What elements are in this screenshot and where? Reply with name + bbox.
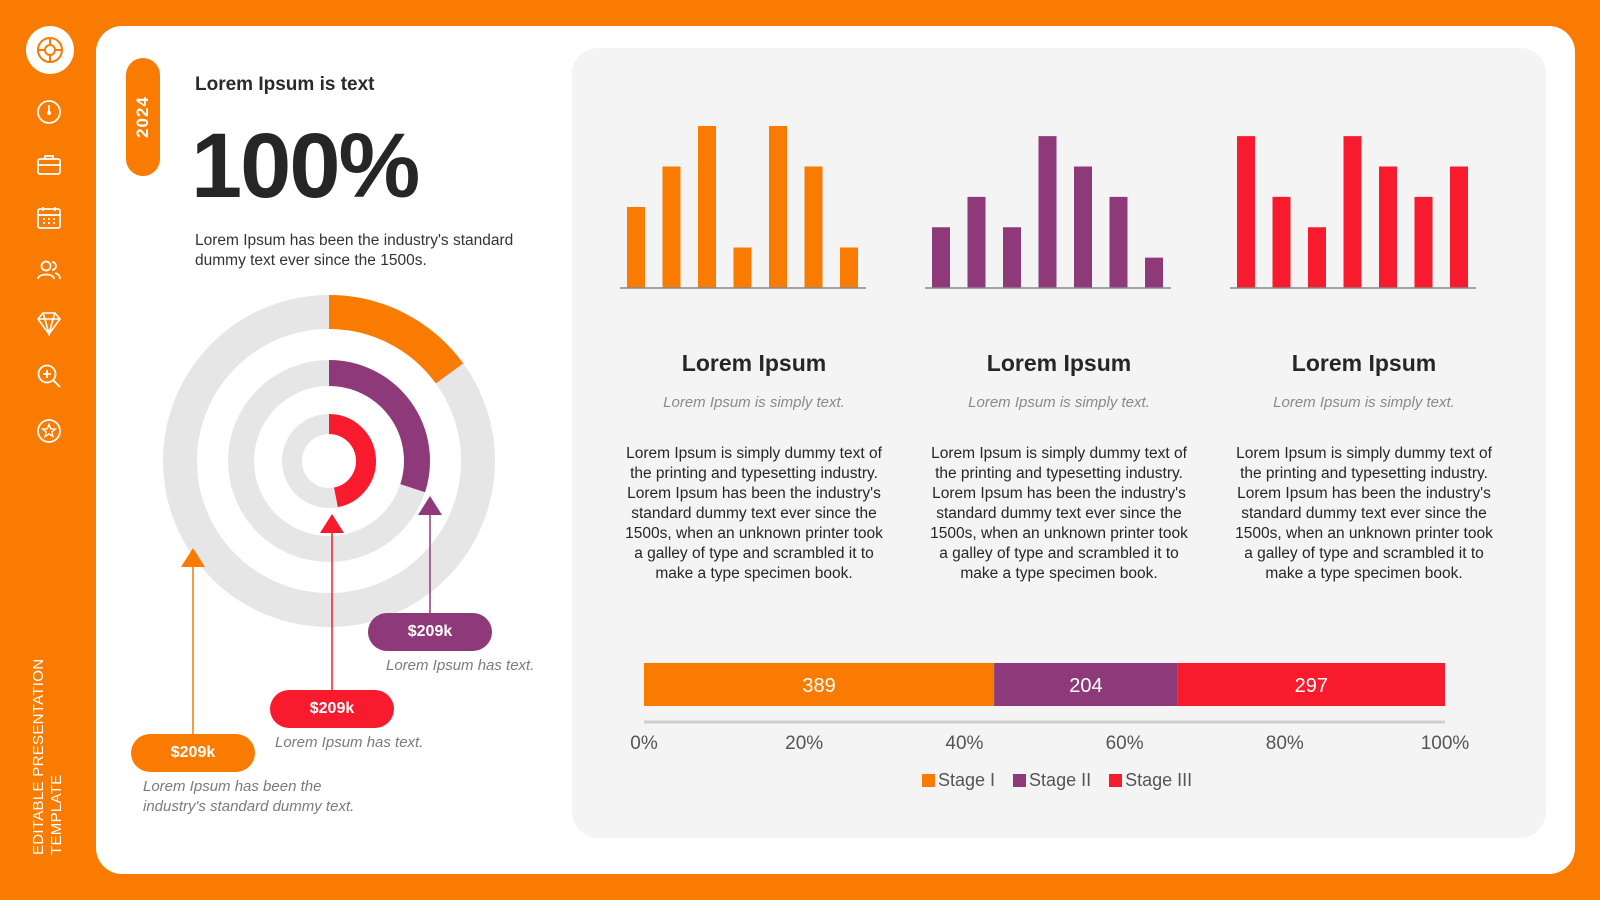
bar-Thu xyxy=(698,126,716,288)
content-card: 2024 Lorem Ipsum is text 100% Lorem Ipsu… xyxy=(96,26,1575,874)
column-body-2: Lorem Ipsum is simply dummy text of the … xyxy=(930,445,1188,582)
bar-F xyxy=(804,166,823,288)
bar-Sa xyxy=(1145,257,1163,288)
legend-label: Stage I xyxy=(938,770,996,790)
bar-Th xyxy=(1074,166,1092,288)
bar-chart-orange: SuMThuWThFSa xyxy=(620,126,866,289)
segment-label: 297 xyxy=(1295,675,1328,697)
bar-chart-red: SuMThuWThFSa xyxy=(1230,136,1476,289)
logo-gear-icon[interactable] xyxy=(26,26,74,74)
bar-Sa xyxy=(1450,166,1468,288)
segment-label: 204 xyxy=(1069,675,1102,697)
zoom-icon[interactable] xyxy=(36,363,62,389)
legend-label: Stage II xyxy=(1029,770,1092,790)
callout-value-orange: $209k xyxy=(131,734,255,772)
ring-arc-middle xyxy=(328,360,430,493)
tick-label: 40% xyxy=(945,733,983,753)
arrow-orange-head xyxy=(181,548,205,567)
tick-label: 100% xyxy=(1421,733,1470,753)
column-subtitle-3: Lorem Ipsum is simply text. xyxy=(1273,394,1455,411)
legend-swatch xyxy=(1013,774,1027,787)
column-subtitle-1: Lorem Ipsum is simply text. xyxy=(663,394,845,411)
legend-item: Stage III xyxy=(1109,770,1192,791)
tick-label: 0% xyxy=(630,733,658,753)
tick-label: 60% xyxy=(1106,733,1144,753)
users-icon[interactable] xyxy=(36,257,62,283)
arrow-purple-head xyxy=(418,496,442,515)
bar-Su xyxy=(932,227,950,288)
big-percentage: 100% xyxy=(191,115,420,217)
bar-Thu xyxy=(1003,227,1021,288)
column-subtitle-2: Lorem Ipsum is simply text. xyxy=(968,394,1150,411)
star-icon[interactable] xyxy=(36,418,62,444)
column-title-3: Lorem Ipsum xyxy=(1291,350,1437,376)
column-title-1: Lorem Ipsum xyxy=(681,350,827,376)
stacked-bar-chart: 389 204 297 0% 20% 40% 60% 80% 100% xyxy=(630,663,1470,753)
column-body-1: Lorem Ipsum is simply dummy text of the … xyxy=(625,445,883,582)
segment-stage-iii xyxy=(1177,663,1445,706)
dashboard-icon[interactable] xyxy=(36,99,62,125)
callout-value-red: $209k xyxy=(270,690,394,728)
bar-F xyxy=(1414,196,1433,288)
ring-arc-outer xyxy=(328,295,464,384)
bar-Su xyxy=(1237,136,1255,288)
segment-label: 389 xyxy=(802,675,835,697)
lead-description: Lorem Ipsum has been the industry's stan… xyxy=(195,232,514,269)
bar-Th xyxy=(1379,166,1397,288)
bar-Sa xyxy=(840,247,858,288)
legend-item: Stage I xyxy=(922,770,995,791)
bar-W xyxy=(733,247,752,288)
ring-arc-inner xyxy=(328,414,376,508)
legend-swatch xyxy=(922,774,935,787)
concentric-ring-chart xyxy=(163,295,495,734)
bar-Th xyxy=(769,126,787,288)
bar-F xyxy=(1109,196,1128,288)
calendar-icon[interactable] xyxy=(36,205,62,231)
bar-M xyxy=(1272,196,1291,288)
stacked-bar-legend: Stage I Stage II Stage III xyxy=(922,770,1192,791)
bar-Su xyxy=(627,207,645,288)
right-panel: SuMThuWThFSa SuMThuWThFSa SuMThuWThFSa L… xyxy=(572,48,1546,838)
diamond-icon[interactable] xyxy=(36,310,62,336)
briefcase-icon[interactable] xyxy=(36,152,62,178)
bar-M xyxy=(662,166,681,288)
year-badge: 2024 xyxy=(126,58,160,176)
legend-swatch xyxy=(1109,774,1123,787)
bar-chart-purple: SuMThuWThFSa xyxy=(925,136,1171,289)
segment-stage-ii xyxy=(994,663,1178,706)
arrow-red-head xyxy=(320,514,344,533)
bar-W xyxy=(1038,136,1057,288)
sidebar: EDITABLE PRESENTATION TEMPLATE xyxy=(0,0,96,900)
legend-label: Stage III xyxy=(1125,770,1193,790)
tick-label: 80% xyxy=(1266,733,1304,753)
legend-item: Stage II xyxy=(1013,770,1091,791)
segment-stage-i xyxy=(644,663,995,706)
column-body-3: Lorem Ipsum is simply dummy text of the … xyxy=(1235,445,1493,582)
bar-M xyxy=(967,196,986,288)
tick-label: 20% xyxy=(785,733,823,753)
bar-Thu xyxy=(1308,227,1326,288)
column-title-2: Lorem Ipsum xyxy=(986,350,1132,376)
callout-note-red: Lorem Ipsum has text. xyxy=(275,734,424,751)
callout-value-purple: $209k xyxy=(368,613,492,651)
callout-note-orange: Lorem Ipsum has been the industry's stan… xyxy=(143,778,355,815)
template-label: EDITABLE PRESENTATION TEMPLATE xyxy=(30,658,65,855)
callout-note-purple: Lorem Ipsum has text. xyxy=(386,657,535,674)
lead-title: Lorem Ipsum is text xyxy=(195,74,375,95)
bar-W xyxy=(1343,136,1362,288)
